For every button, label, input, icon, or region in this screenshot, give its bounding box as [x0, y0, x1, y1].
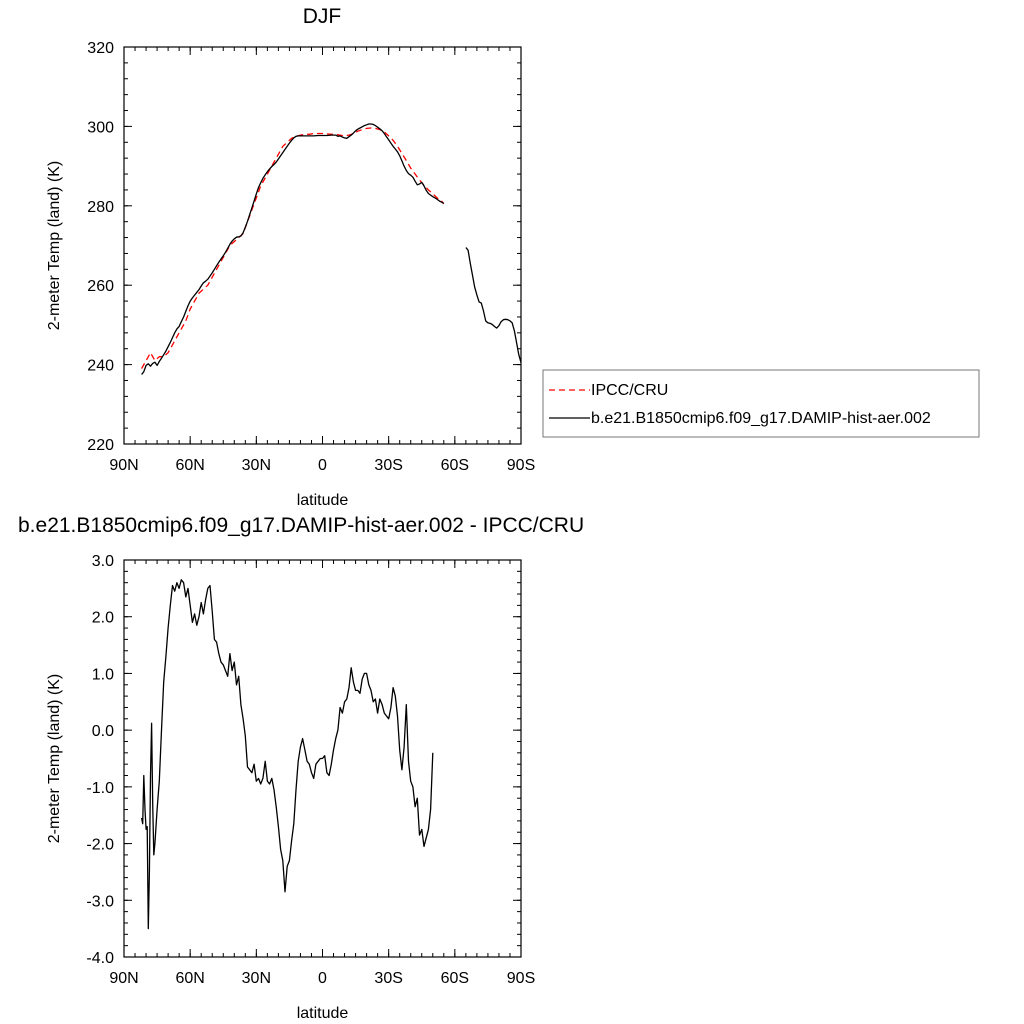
y-tick-label: -4.0: [86, 950, 114, 967]
legend: IPCC/CRU b.e21.B1850cmip6.f09_g17.DAMIP-h…: [542, 369, 980, 438]
x-tick-label: 0: [318, 970, 327, 987]
x-tick-label: 90N: [109, 970, 138, 987]
x-tick-label: 0: [318, 457, 327, 474]
chart-title: DJF: [303, 5, 342, 28]
y-tick-label: 220: [87, 437, 114, 454]
chart-title: b.e21.B1850cmip6.f09_g17.DAMIP-hist-aer.…: [18, 514, 584, 537]
x-tick-label: 60S: [441, 457, 469, 474]
series-line-1-segment-1: [141, 127, 445, 369]
legend-box: [542, 369, 980, 438]
x-tick-label: 30N: [242, 457, 271, 474]
chart-1: DJF 90N 60N 30N 0 30S 60S 90S 220 240 260 280 300 320…: [46, 5, 980, 509]
y-tick-label: 260: [87, 278, 114, 295]
series-line-2-segment-2: [465, 247, 522, 363]
y-tick-label: 280: [87, 199, 114, 216]
y-tick-label: -1.0: [86, 780, 114, 797]
y-tick-label: -3.0: [86, 893, 114, 910]
x-tick-label: 60S: [441, 970, 469, 987]
y-axis-label: 2-meter Temp (land) (K): [46, 161, 63, 331]
legend-label-2: b.e21.B1850cmip6.f09_g17.DAMIP-hist-aer.…: [591, 410, 931, 427]
chart-2: b.e21.B1850cmip6.f09_g17.DAMIP-hist-aer.…: [18, 514, 584, 1022]
series-line-1-segment-1: [140, 579, 434, 930]
y-tick-label: 3.0: [92, 553, 114, 570]
x-tick-label: 30N: [242, 970, 271, 987]
plot-frame: [123, 46, 522, 445]
x-tick-label: 90S: [507, 457, 535, 474]
x-tick-label: 30S: [374, 970, 402, 987]
y-tick-label: 2.0: [92, 610, 114, 627]
y-tick-label: 240: [87, 358, 114, 375]
y-tick-label: 0.0: [92, 723, 114, 740]
x-axis-label: latitude: [297, 492, 349, 509]
y-tick-label: 320: [87, 40, 114, 57]
x-tick-label: 60N: [175, 457, 204, 474]
y-tick-label: 300: [87, 119, 114, 136]
series-line-2-segment-1: [141, 123, 445, 375]
x-tick-label: 30S: [374, 457, 402, 474]
y-tick-label: -2.0: [86, 837, 114, 854]
legend-label-1: IPCC/CRU: [591, 382, 668, 399]
x-tick-label: 90N: [109, 457, 138, 474]
x-tick-label: 60N: [175, 970, 204, 987]
x-tick-label: 90S: [507, 970, 535, 987]
x-axis-label: latitude: [297, 1005, 349, 1022]
y-axis-label: 2-meter Temp (land) (K): [46, 674, 63, 844]
y-tick-label: 1.0: [92, 666, 114, 683]
plot-frame: [123, 559, 522, 958]
